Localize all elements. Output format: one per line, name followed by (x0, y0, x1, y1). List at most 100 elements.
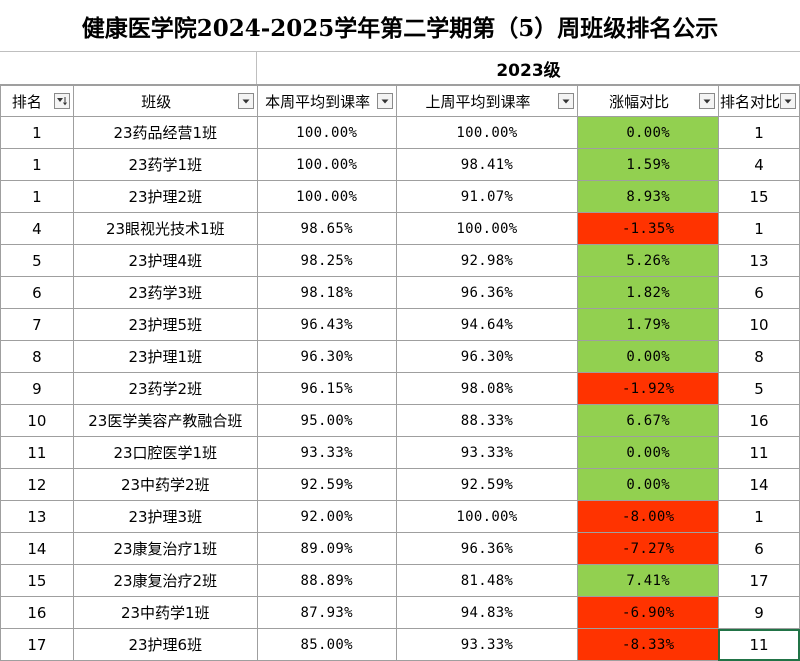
change-cell[interactable]: 8.93% (577, 180, 719, 213)
header-class[interactable]: 班级 (72, 85, 258, 117)
filter-dropdown-icon[interactable] (376, 93, 393, 109)
change-cell[interactable]: 1.59% (577, 148, 719, 181)
rank-compare-cell[interactable]: 13 (717, 244, 800, 277)
this-week-cell[interactable]: 96.30% (256, 340, 397, 373)
class-cell[interactable]: 23中药学1班 (72, 596, 258, 629)
last-week-cell[interactable]: 98.41% (395, 148, 579, 181)
this-week-cell[interactable]: 92.00% (256, 500, 397, 533)
rank-cell[interactable]: 6 (0, 276, 74, 309)
change-cell[interactable]: -1.92% (577, 372, 719, 405)
rank-compare-cell[interactable]: 1 (717, 116, 800, 149)
rank-cell[interactable]: 9 (0, 372, 74, 405)
this-week-cell[interactable]: 98.65% (256, 212, 397, 245)
class-cell[interactable]: 23药学2班 (72, 372, 258, 405)
rank-cell[interactable]: 8 (0, 340, 74, 373)
last-week-cell[interactable]: 96.36% (395, 276, 579, 309)
this-week-cell[interactable]: 93.33% (256, 436, 397, 469)
rank-cell[interactable]: 7 (0, 308, 74, 341)
rank-compare-cell[interactable]: 11 (717, 436, 800, 469)
change-cell[interactable]: 0.00% (577, 116, 719, 149)
last-week-cell[interactable]: 94.83% (395, 596, 579, 629)
class-cell[interactable]: 23医学美容产教融合班 (72, 404, 258, 437)
rank-cell[interactable]: 1 (0, 116, 74, 149)
last-week-cell[interactable]: 88.33% (395, 404, 579, 437)
last-week-cell[interactable]: 96.30% (395, 340, 579, 373)
this-week-cell[interactable]: 98.18% (256, 276, 397, 309)
class-cell[interactable]: 23护理5班 (72, 308, 258, 341)
change-cell[interactable]: -6.90% (577, 596, 719, 629)
rank-cell[interactable]: 14 (0, 532, 74, 565)
header-last-week[interactable]: 上周平均到课率 (395, 85, 579, 117)
this-week-cell[interactable]: 87.93% (256, 596, 397, 629)
class-cell[interactable]: 23护理6班 (72, 628, 258, 661)
sort-descending-filter-icon[interactable] (53, 93, 70, 109)
header-rank[interactable]: 排名 (0, 85, 74, 117)
page-title[interactable]: 健康医学院2024-2025学年第二学期第（5）周班级排名公示 (0, 0, 800, 52)
last-week-cell[interactable]: 100.00% (395, 212, 579, 245)
rank-cell[interactable]: 10 (0, 404, 74, 437)
last-week-cell[interactable]: 100.00% (395, 500, 579, 533)
rank-compare-cell[interactable]: 10 (717, 308, 800, 341)
rank-cell[interactable]: 5 (0, 244, 74, 277)
class-cell[interactable]: 23康复治疗1班 (72, 532, 258, 565)
rank-compare-cell[interactable]: 1 (717, 500, 800, 533)
rank-compare-cell[interactable]: 1 (717, 212, 800, 245)
filter-dropdown-icon[interactable] (558, 93, 575, 109)
this-week-cell[interactable]: 96.15% (256, 372, 397, 405)
header-this-week[interactable]: 本周平均到课率 (256, 85, 397, 117)
this-week-cell[interactable]: 100.00% (256, 148, 397, 181)
change-cell[interactable]: -1.35% (577, 212, 719, 245)
rank-cell[interactable]: 17 (0, 628, 74, 661)
last-week-cell[interactable]: 92.98% (395, 244, 579, 277)
header-rank-compare[interactable]: 排名对比 (717, 85, 800, 117)
this-week-cell[interactable]: 100.00% (256, 116, 397, 149)
rank-compare-cell[interactable]: 6 (717, 276, 800, 309)
class-cell[interactable]: 23护理3班 (72, 500, 258, 533)
change-cell[interactable]: 0.00% (577, 340, 719, 373)
rank-compare-cell[interactable]: 5 (717, 372, 800, 405)
this-week-cell[interactable]: 88.89% (256, 564, 397, 597)
class-cell[interactable]: 23药学1班 (72, 148, 258, 181)
class-cell[interactable]: 23药品经营1班 (72, 116, 258, 149)
rank-compare-cell[interactable]: 8 (717, 340, 800, 373)
last-week-cell[interactable]: 81.48% (395, 564, 579, 597)
rank-compare-cell[interactable]: 17 (717, 564, 800, 597)
filter-dropdown-icon[interactable] (237, 93, 254, 109)
last-week-cell[interactable]: 93.33% (395, 436, 579, 469)
this-week-cell[interactable]: 95.00% (256, 404, 397, 437)
rank-cell[interactable]: 1 (0, 148, 74, 181)
class-cell[interactable]: 23康复治疗2班 (72, 564, 258, 597)
rank-compare-cell[interactable]: 4 (717, 148, 800, 181)
change-cell[interactable]: 5.26% (577, 244, 719, 277)
rank-compare-cell[interactable]: 6 (717, 532, 800, 565)
change-cell[interactable]: 6.67% (577, 404, 719, 437)
class-cell[interactable]: 23中药学2班 (72, 468, 258, 501)
this-week-cell[interactable]: 85.00% (256, 628, 397, 661)
class-cell[interactable]: 23护理2班 (72, 180, 258, 213)
change-cell[interactable]: -7.27% (577, 532, 719, 565)
rank-compare-cell[interactable]: 16 (717, 404, 800, 437)
rank-cell[interactable]: 11 (0, 436, 74, 469)
class-cell[interactable]: 23眼视光技术1班 (72, 212, 258, 245)
this-week-cell[interactable]: 89.09% (256, 532, 397, 565)
last-week-cell[interactable]: 92.59% (395, 468, 579, 501)
header-change[interactable]: 涨幅对比 (577, 85, 719, 117)
rank-compare-cell[interactable]: 14 (717, 468, 800, 501)
rank-compare-cell[interactable]: 11 (717, 628, 800, 661)
grade-row-blank-cell[interactable] (0, 52, 257, 84)
grade-label[interactable]: 2023级 (496, 60, 561, 81)
last-week-cell[interactable]: 91.07% (395, 180, 579, 213)
last-week-cell[interactable]: 100.00% (395, 116, 579, 149)
this-week-cell[interactable]: 92.59% (256, 468, 397, 501)
change-cell[interactable]: 1.82% (577, 276, 719, 309)
this-week-cell[interactable]: 100.00% (256, 180, 397, 213)
rank-cell[interactable]: 16 (0, 596, 74, 629)
rank-cell[interactable]: 1 (0, 180, 74, 213)
last-week-cell[interactable]: 96.36% (395, 532, 579, 565)
rank-cell[interactable]: 15 (0, 564, 74, 597)
change-cell[interactable]: 0.00% (577, 468, 719, 501)
rank-cell[interactable]: 4 (0, 212, 74, 245)
filter-dropdown-icon[interactable] (698, 93, 715, 109)
class-cell[interactable]: 23护理4班 (72, 244, 258, 277)
rank-compare-cell[interactable]: 9 (717, 596, 800, 629)
